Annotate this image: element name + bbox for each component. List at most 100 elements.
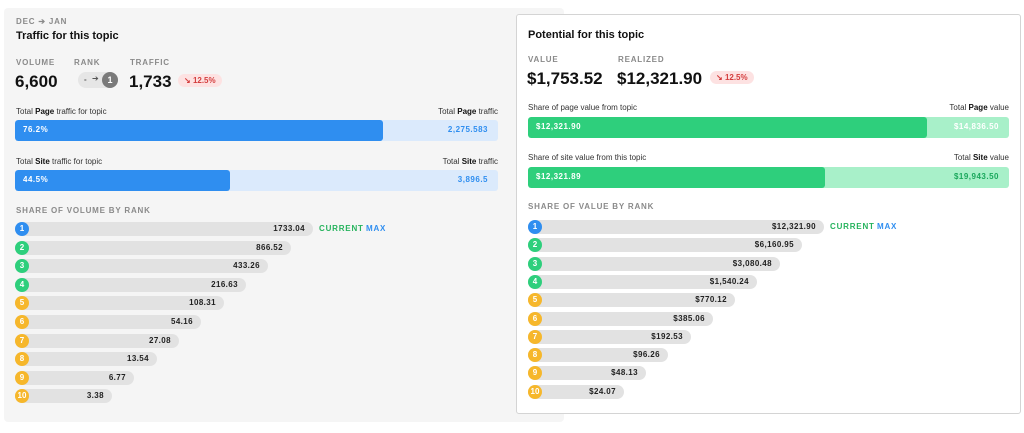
rank-bar	[15, 389, 112, 404]
rank-row: 10 3.38	[15, 389, 232, 404]
page-traffic-label: Total Page traffic for topic	[16, 107, 107, 116]
rank-value: 216.63	[211, 279, 238, 289]
site-value-bar: $12,321.89 $19,943.50	[528, 167, 1009, 188]
page-value-bar: $12,321.90 $14,836.50	[528, 117, 1009, 138]
rank-bar	[15, 240, 291, 255]
rank-row: 10 $24.07	[528, 384, 744, 399]
volume-rank-heading: SHARE OF VOLUME BY RANK	[16, 206, 151, 215]
rank-row: 4 $1,540.24	[528, 274, 877, 289]
rank-bar	[15, 370, 134, 385]
rank-number-badge: 3	[528, 256, 542, 271]
page-traffic-bar-fill	[15, 120, 384, 141]
rank-from: -	[84, 75, 87, 84]
realized-label: REALIZED	[618, 55, 665, 64]
rank-row: 1 $12,321.90 CURRENT MAX	[528, 220, 944, 234]
page-value-total-label: Total Page value	[949, 103, 1009, 112]
rank-value: $48.13	[611, 368, 638, 378]
value-amount: $1,753.52	[527, 69, 603, 88]
rank-bar	[528, 348, 668, 363]
rank-number-badge: 4	[528, 274, 542, 289]
rank-number-badge: 10	[15, 389, 29, 404]
rank-value: $24.07	[589, 386, 616, 396]
rank-number-badge: 7	[528, 329, 542, 344]
rank-row: 7 $192.53	[528, 329, 811, 344]
site-traffic-label: Total Site traffic for topic	[16, 157, 103, 166]
rank-row: 8 13.54	[15, 352, 277, 367]
rank-bar	[528, 293, 735, 308]
rank-number-badge: 6	[528, 311, 542, 326]
rank-bar	[528, 311, 713, 326]
rank-number-badge: 5	[15, 296, 29, 311]
page-value-bar-fill	[528, 117, 928, 138]
page-traffic-percent: 76.2%	[23, 125, 49, 134]
arrow-right-icon: ➔	[92, 74, 99, 83]
rank-value: $192.53	[651, 331, 683, 341]
rank-number-badge: 7	[15, 333, 29, 348]
rank-label: RANK	[74, 58, 101, 67]
site-traffic-percent: 44.5%	[23, 175, 49, 184]
traffic-value: 1,733	[129, 72, 172, 91]
rank-number-badge: 6	[15, 315, 29, 329]
rank-value: 1733.04	[273, 224, 305, 233]
trend-down-icon: ↘	[716, 73, 723, 82]
value-rank-heading: SHARE OF VALUE BY RANK	[528, 202, 655, 211]
realized-amount: $12,321.90	[617, 69, 703, 88]
rank-bar	[15, 277, 246, 292]
realized-change-badge: ↘ 12.5%	[710, 71, 754, 84]
rank-bar	[528, 220, 824, 234]
rank-value: 866.52	[256, 242, 283, 252]
rank-row: 2 $6,160.95	[528, 238, 922, 253]
current-tag: CURRENT	[830, 222, 875, 231]
rank-value: 108.31	[189, 298, 216, 308]
potential-title: Potential for this topic	[528, 29, 645, 41]
volume-label: VOLUME	[16, 58, 56, 67]
rank-row: 8 $96.26	[528, 348, 788, 363]
site-traffic-bar: 44.5% 3,896.5	[15, 170, 498, 191]
site-traffic-total-label: Total Site traffic	[442, 157, 498, 166]
rank-bar	[15, 296, 224, 311]
traffic-title: Traffic for this topic	[16, 30, 119, 42]
page-value-label: Share of page value from topic	[528, 103, 637, 112]
rank-number-badge: 9	[15, 370, 29, 385]
rank-row: 3 433.26	[15, 259, 388, 274]
rank-number-badge: 4	[15, 277, 29, 292]
rank-value: 433.26	[233, 261, 260, 271]
rank-bar	[15, 333, 179, 348]
rank-value: $385.06	[673, 313, 705, 323]
rank-row: 6 54.16	[15, 315, 321, 329]
rank-row: 3 $3,080.48	[528, 256, 900, 271]
site-value-label: Share of site value from this topic	[528, 153, 647, 162]
rank-value: 54.16	[170, 317, 193, 326]
traffic-panel: DEC ➔ JAN Traffic for this topic VOLUME …	[4, 8, 564, 422]
rank-value: 13.54	[126, 354, 149, 364]
max-tag: MAX	[877, 222, 898, 231]
traffic-change-badge: ↘ 12.5%	[178, 74, 222, 87]
page-traffic-total-label: Total Page traffic	[438, 107, 498, 116]
rank-row: 9 6.77	[15, 370, 254, 385]
traffic-change-value: 12.5%	[192, 76, 216, 85]
realized-change-value: 12.5%	[724, 73, 748, 82]
site-traffic-total: 3,896.5	[457, 175, 488, 184]
site-value-bar-fill	[528, 167, 826, 188]
site-traffic-bar-fill	[15, 170, 230, 191]
rank-bar	[15, 352, 157, 367]
rank-number-badge: 8	[528, 348, 542, 363]
rank-row: 2 866.52	[15, 240, 411, 255]
rank-value: $6,160.95	[754, 240, 794, 250]
rank-bar	[528, 329, 691, 344]
rank-value: $12,321.90	[771, 222, 816, 231]
rank-number-badge: 8	[15, 352, 29, 367]
rank-value: $1,540.24	[709, 276, 749, 286]
rank-value: 27.08	[148, 335, 171, 345]
rank-number-badge: 1	[528, 220, 542, 234]
site-value-share: $12,321.89	[536, 172, 582, 181]
rank-bar	[528, 238, 802, 253]
volume-value: 6,600	[15, 72, 58, 91]
rank-number-badge: 9	[528, 366, 542, 381]
traffic-label: TRAFFIC	[130, 58, 170, 67]
rank-row: 9 $48.13	[528, 366, 766, 381]
max-tag: MAX	[366, 224, 387, 233]
rank-number-badge: 2	[528, 238, 542, 253]
rank-bar	[15, 315, 201, 329]
rank-value: $96.26	[633, 350, 660, 360]
